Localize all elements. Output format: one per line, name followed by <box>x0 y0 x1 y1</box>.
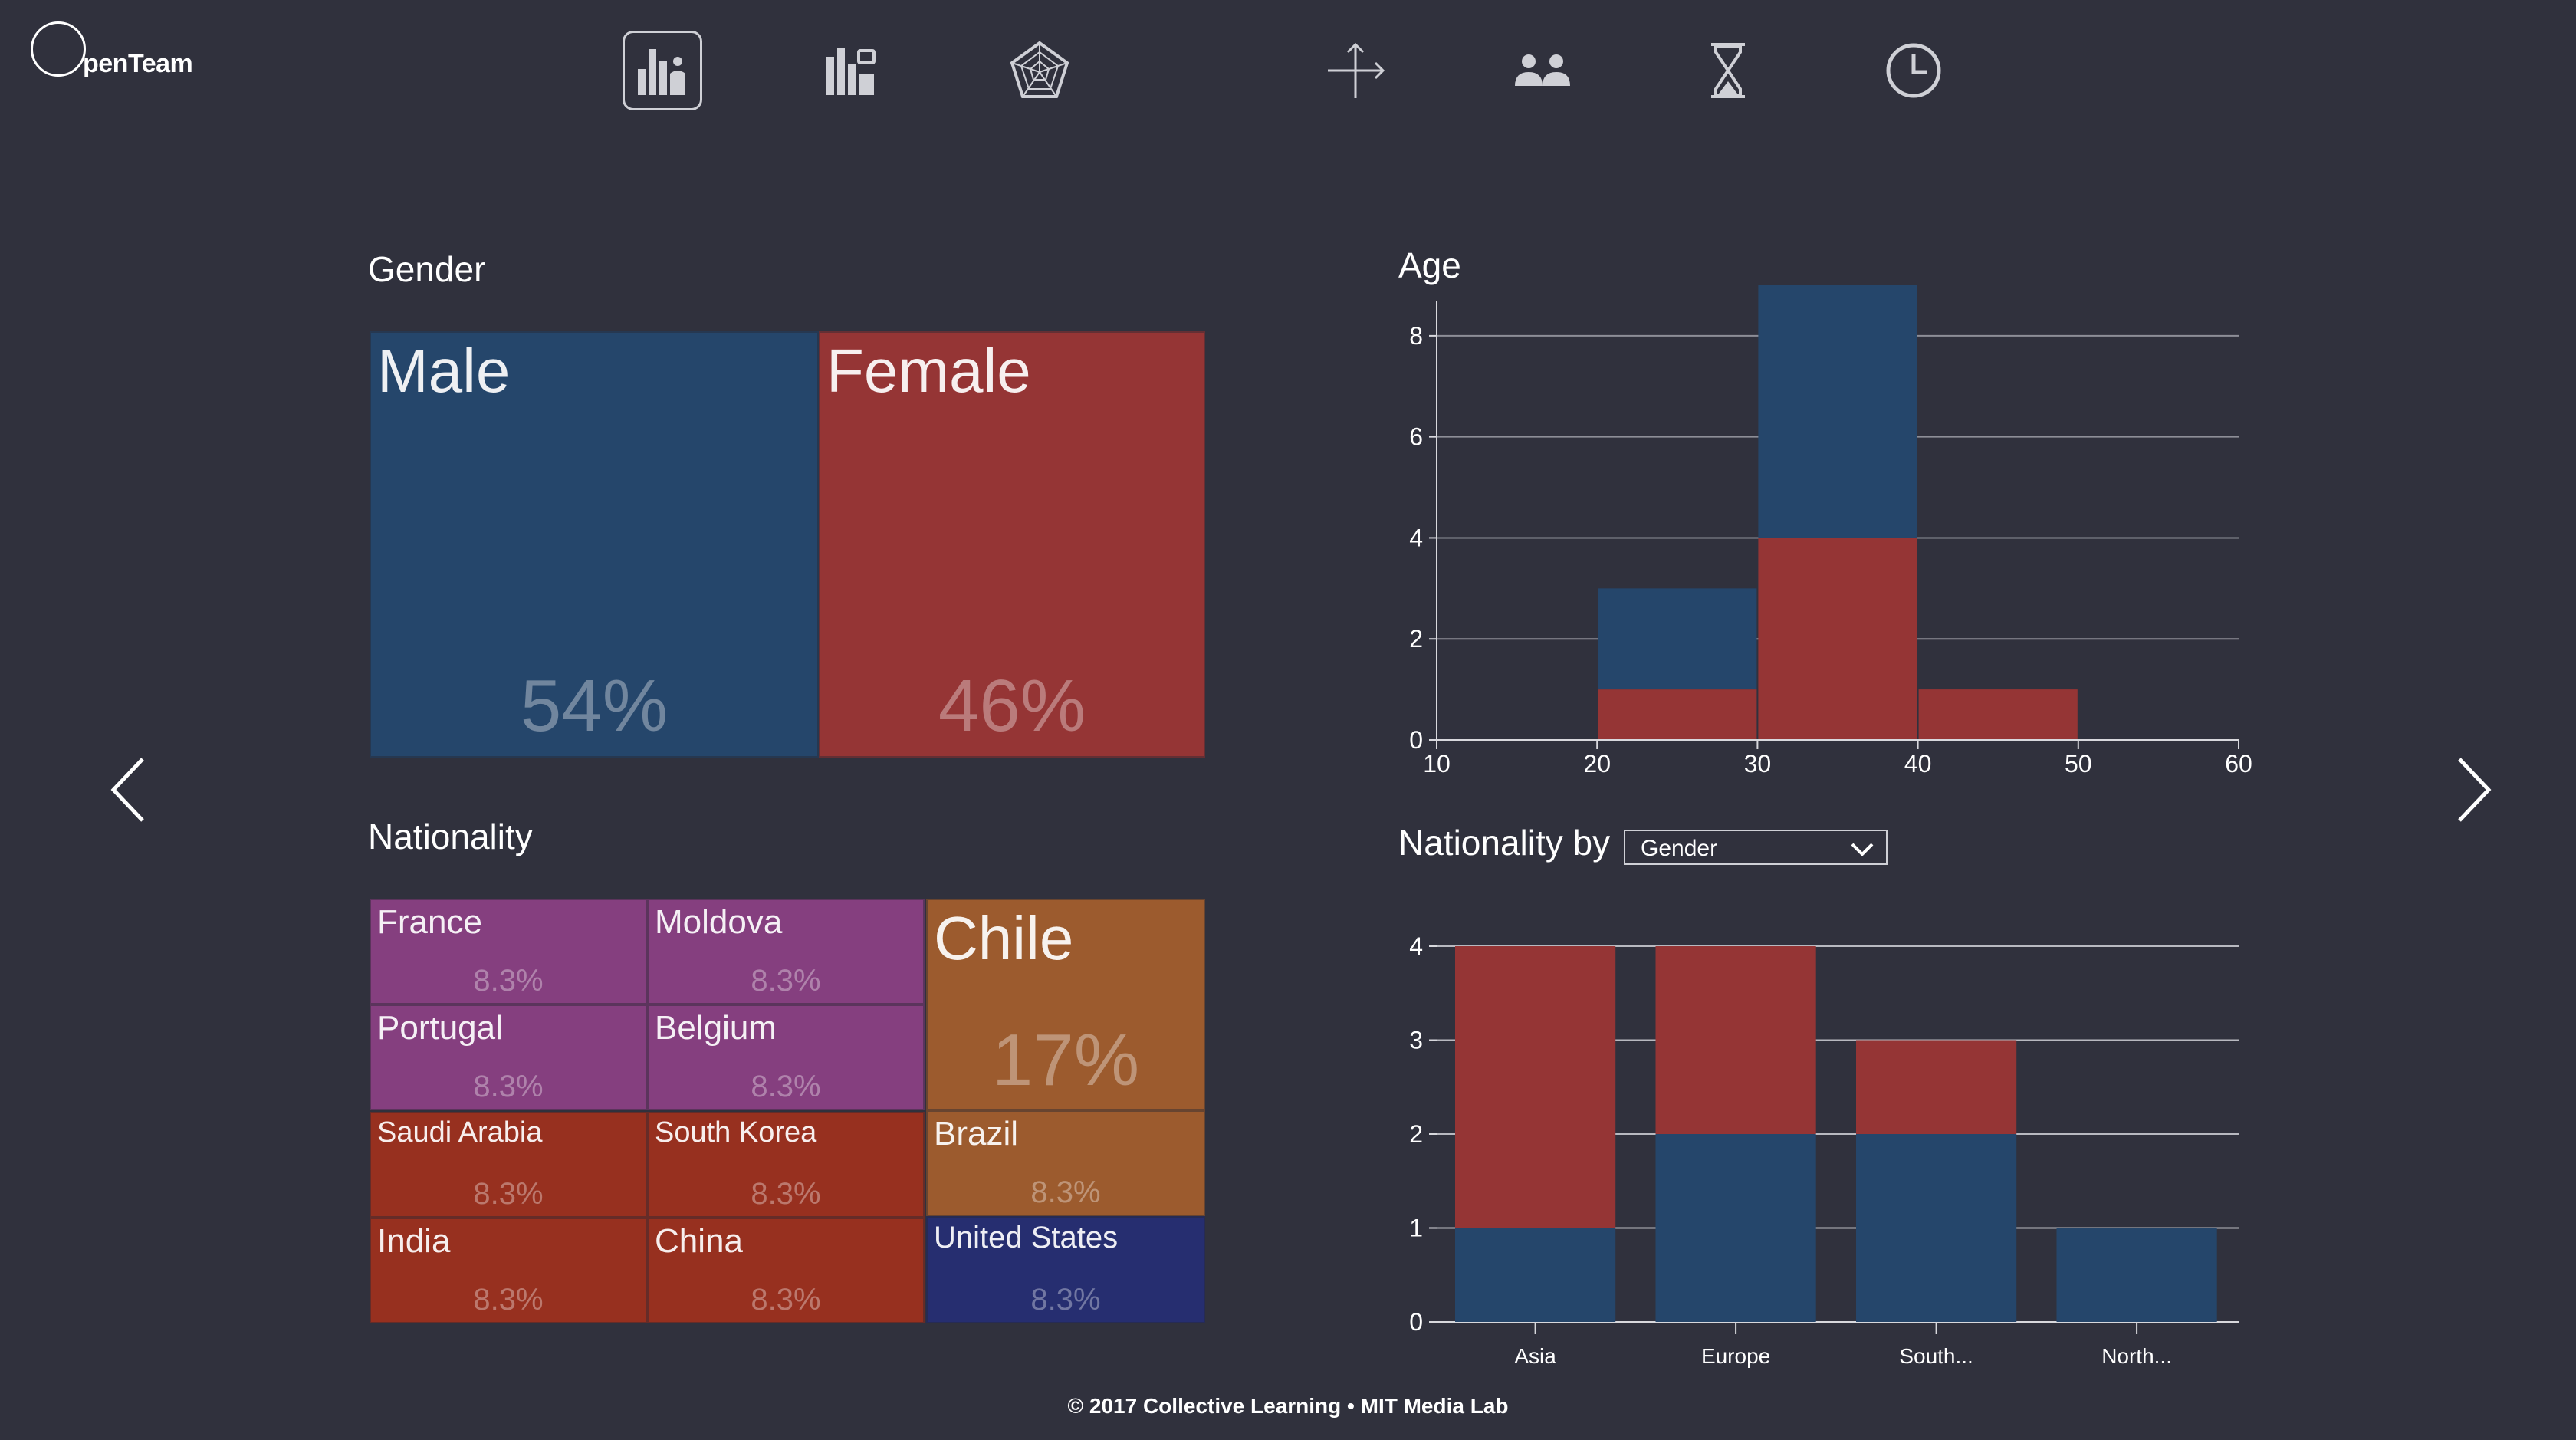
nat-x-tick-label: Europe <box>1701 1344 1770 1368</box>
gender-percent: 46% <box>938 665 1086 747</box>
nationality-label: China <box>655 1222 743 1260</box>
age-x-tick-label: 60 <box>2225 750 2252 778</box>
nationality-percent: 8.3% <box>473 1283 544 1317</box>
chevron-down-icon <box>1851 843 1874 856</box>
nat-y-tick-label: 2 <box>1409 1120 1423 1148</box>
age-bar <box>1918 689 2078 740</box>
nationality-percent: 8.3% <box>751 1070 821 1103</box>
nationality-percent: 8.3% <box>1030 1175 1101 1209</box>
age-bar <box>1758 538 1917 740</box>
nat-x-tick-label: South... <box>1899 1344 1973 1368</box>
age-y-tick-label: 4 <box>1409 524 1423 551</box>
nationality-cell-chile[interactable]: Chile 17% <box>926 899 1205 1110</box>
age-bar <box>1598 588 1757 690</box>
nationality-cell-united-states[interactable]: United States 8.3% <box>926 1216 1205 1323</box>
nationality-label: South Korea <box>655 1116 817 1149</box>
age-x-tick-label: 40 <box>1904 750 1932 778</box>
footer-credits: © 2017 Collective Learning • MIT Media L… <box>1067 1394 1509 1418</box>
gender-percent: 54% <box>520 665 669 747</box>
nationality-cell-china[interactable]: China 8.3% <box>647 1218 925 1323</box>
nat-y-tick-label: 0 <box>1409 1308 1423 1336</box>
gender-cell-female[interactable]: Female 46% <box>819 331 1205 758</box>
nationality-label: Brazil <box>934 1115 1019 1152</box>
gender-label: Female <box>826 337 1031 405</box>
nav-hourglass-icon[interactable] <box>1688 31 1768 110</box>
age-x-tick-label: 30 <box>1744 750 1772 778</box>
age-chart-title: Age <box>1398 245 1461 285</box>
nationality-cell-belgium[interactable]: Belgium 8.3% <box>647 1004 925 1110</box>
nat-bar <box>1655 1134 1816 1322</box>
logo-ring <box>31 21 86 77</box>
nat-y-tick-label: 4 <box>1409 932 1423 960</box>
logo-text: penTeam <box>83 49 193 78</box>
openteam-logo[interactable]: penTeam <box>31 21 215 83</box>
nationality-cell-france[interactable]: France 8.3% <box>370 899 647 1004</box>
nat-y-tick-label: 1 <box>1409 1215 1423 1242</box>
nationality-label: Chile <box>934 904 1074 972</box>
nationality-percent: 8.3% <box>751 1177 821 1211</box>
nat-bar <box>1856 1134 2017 1322</box>
nationality-label: Moldova <box>655 903 783 941</box>
nationality-label: United States <box>934 1221 1119 1254</box>
age-bar <box>1598 689 1757 740</box>
nationality-percent: 8.3% <box>751 1283 821 1317</box>
nat-x-tick-label: Asia <box>1514 1344 1556 1368</box>
nationality-cell-brazil[interactable]: Brazil 8.3% <box>926 1110 1205 1216</box>
nationality-title: Nationality <box>368 817 533 856</box>
nat-bar <box>2056 1228 2217 1322</box>
nationality-label: Portugal <box>377 1009 503 1047</box>
age-y-tick-label: 2 <box>1409 625 1423 653</box>
nat-bar <box>1856 1040 2017 1134</box>
nav-work-stats-icon[interactable] <box>811 31 891 110</box>
age-y-tick-label: 6 <box>1409 423 1423 451</box>
nationality-label: India <box>377 1222 451 1260</box>
nationality-label: Belgium <box>655 1009 777 1047</box>
nationality-percent: 8.3% <box>473 1070 544 1103</box>
nationality-label: France <box>377 903 482 941</box>
next-arrow-icon[interactable] <box>2450 751 2496 828</box>
nationality-percent: 17% <box>991 1019 1140 1101</box>
nationality-by-gender-chart: 0 1 2 3 4 Asia Europe South... North... <box>1409 932 2239 1368</box>
nat-bar <box>1455 946 1616 1228</box>
nationality-percent: 8.3% <box>473 964 544 998</box>
nationality-cell-moldova[interactable]: Moldova 8.3% <box>647 899 925 1004</box>
age-x-tick-label: 10 <box>1423 750 1451 778</box>
gender-cell-male[interactable]: Male 54% <box>370 331 819 758</box>
previous-arrow-icon[interactable] <box>106 751 152 828</box>
nat-bar <box>1455 1228 1616 1322</box>
nationality-percent: 8.3% <box>473 1177 544 1211</box>
nationality-percent: 8.3% <box>1030 1283 1101 1317</box>
nav-clock-icon[interactable] <box>1874 31 1953 110</box>
nationality-by-title: Nationality by <box>1398 823 1611 863</box>
nationality-label: Saudi Arabia <box>377 1116 543 1149</box>
nat-x-tick-label: North... <box>2101 1344 2172 1368</box>
nav-team-stats-icon[interactable] <box>623 31 702 110</box>
nav-radar-icon[interactable] <box>1000 31 1079 110</box>
nat-y-tick-label: 3 <box>1409 1027 1423 1054</box>
nationality-cell-south-korea[interactable]: South Korea 8.3% <box>647 1112 925 1218</box>
nav-people-icon[interactable] <box>1503 31 1582 110</box>
age-x-tick-label: 20 <box>1583 750 1611 778</box>
gender-label: Male <box>377 337 511 405</box>
nat-bar <box>1655 946 1816 1134</box>
group-by-dropdown[interactable]: Gender <box>1624 830 1888 865</box>
nationality-cell-saudi-arabia[interactable]: Saudi Arabia 8.3% <box>370 1112 647 1218</box>
nationality-cell-india[interactable]: India 8.3% <box>370 1218 647 1323</box>
group-by-selected: Gender <box>1641 836 1718 861</box>
age-x-tick-label: 50 <box>2065 750 2092 778</box>
nav-direction-icon[interactable] <box>1316 31 1395 110</box>
nationality-cell-portugal[interactable]: Portugal 8.3% <box>370 1004 647 1110</box>
age-bar <box>1758 285 1917 538</box>
gender-title: Gender <box>368 249 486 289</box>
age-y-tick-label: 0 <box>1409 726 1423 754</box>
age-histogram: Age 0 2 4 6 8 10 20 30 40 50 60 <box>1398 245 2252 778</box>
age-y-tick-label: 8 <box>1409 322 1423 350</box>
nationality-percent: 8.3% <box>751 964 821 998</box>
